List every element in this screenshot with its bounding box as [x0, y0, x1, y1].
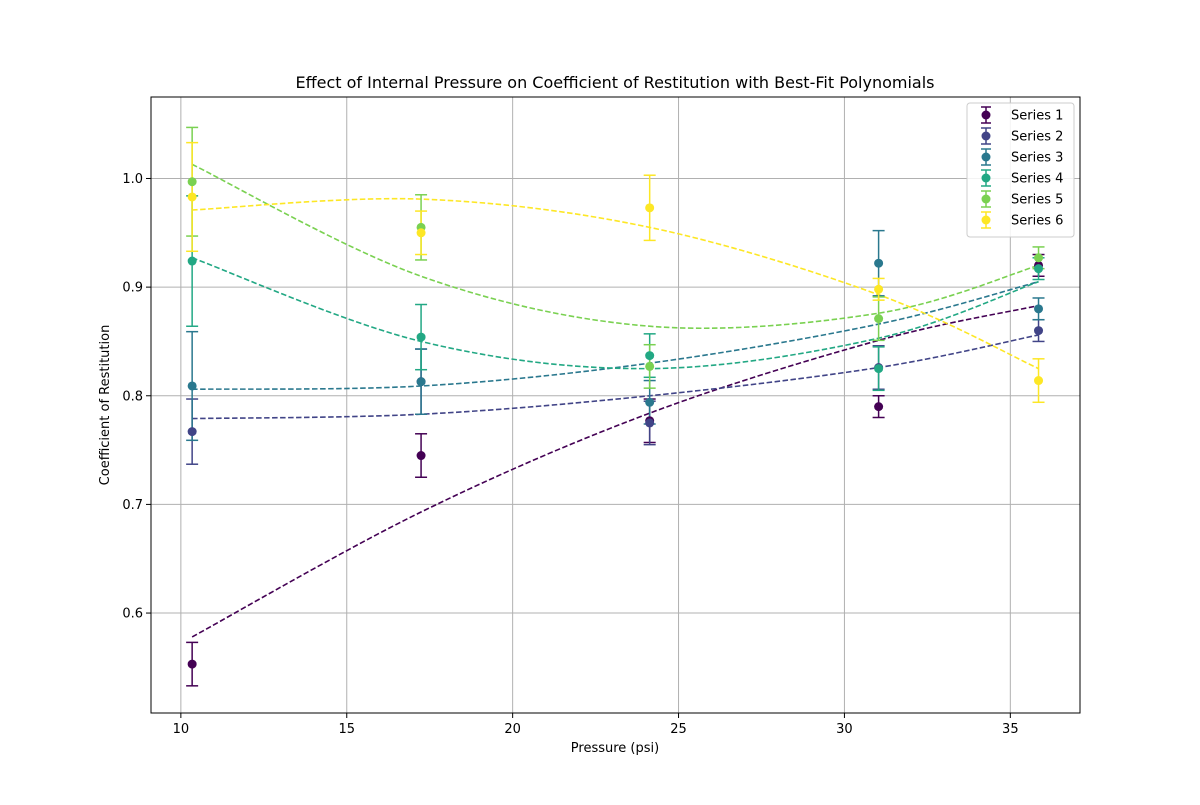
data-point-series-4 — [874, 364, 884, 374]
y-tick-label: 0.7 — [122, 498, 143, 513]
legend-marker — [981, 215, 991, 225]
legend-marker — [981, 152, 991, 162]
legend-label-series-6: Series 6 — [1011, 214, 1063, 229]
data-point-series-2 — [645, 418, 655, 428]
legend-label-series-2: Series 2 — [1011, 130, 1063, 145]
legend-label-series-5: Series 5 — [1011, 193, 1063, 208]
data-point-series-3 — [1034, 304, 1044, 314]
x-tick-label: 15 — [338, 722, 355, 737]
data-point-series-5 — [1034, 253, 1044, 263]
data-point-series-5 — [874, 314, 884, 324]
fit-curve-series-2 — [192, 334, 1039, 420]
data-point-series-3 — [874, 258, 884, 268]
data-point-series-2 — [187, 427, 197, 437]
plot-frame — [150, 96, 1081, 714]
fit-curves — [191, 163, 1039, 638]
legend-marker — [981, 110, 991, 120]
error-bars — [186, 126, 1045, 687]
x-tick-label: 35 — [1002, 722, 1019, 737]
data-point-series-4 — [187, 256, 197, 266]
data-point-series-6 — [187, 192, 197, 202]
data-point-series-2 — [1034, 326, 1044, 336]
legend-label-series-3: Series 3 — [1011, 151, 1063, 166]
data-point-series-1 — [874, 402, 884, 412]
legend-box — [966, 102, 1075, 238]
fit-curve-series-5 — [191, 163, 1039, 330]
data-point-series-1 — [416, 451, 426, 461]
data-point-series-6 — [1034, 376, 1044, 386]
legend-marker — [981, 194, 991, 204]
data-point-series-4 — [645, 351, 655, 361]
data-points — [187, 177, 1044, 669]
data-point-series-6 — [645, 203, 655, 213]
chart-title: Effect of Internal Pressure on Coefficie… — [295, 73, 934, 92]
fit-curve-series-3 — [192, 280, 1039, 391]
legend-label-series-4: Series 4 — [1011, 172, 1063, 187]
grid-lines — [151, 97, 1080, 713]
y-axis-label: Coefficient of Restitution — [98, 325, 113, 486]
data-point-series-6 — [874, 284, 884, 294]
data-point-series-4 — [416, 332, 426, 342]
fit-curve-series-6 — [192, 197, 1039, 370]
legend-marker — [981, 173, 991, 183]
data-point-series-6 — [416, 228, 426, 238]
x-tick-label: 20 — [504, 722, 521, 737]
x-tick-label: 25 — [670, 722, 687, 737]
axis-ticks: 10 15 20 25 30 35 0.6 0.7 0.8 0.9 1.0 — [122, 172, 1018, 737]
fit-curve-series-1 — [191, 304, 1039, 638]
legend-label-series-1: Series 1 — [1011, 109, 1063, 124]
y-tick-label: 1.0 — [122, 172, 143, 187]
data-point-series-3 — [187, 381, 197, 391]
y-tick-label: 0.6 — [122, 607, 143, 622]
data-point-series-3 — [416, 377, 426, 387]
data-point-series-5 — [645, 361, 655, 371]
data-point-series-5 — [187, 177, 197, 187]
x-tick-label: 10 — [173, 722, 190, 737]
legend: Series 1 Series 2 Series 3 Series 4 Series 5… — [966, 102, 1075, 238]
y-tick-label: 0.9 — [122, 281, 143, 296]
data-point-series-4 — [1034, 264, 1044, 274]
fit-curve-series-4 — [191, 257, 1039, 370]
y-tick-label: 0.8 — [122, 389, 143, 404]
data-point-series-1 — [187, 659, 197, 669]
x-tick-label: 30 — [836, 722, 853, 737]
legend-marker — [981, 131, 991, 141]
data-point-series-3 — [645, 397, 655, 407]
x-axis-label: Pressure (psi) — [571, 741, 659, 756]
